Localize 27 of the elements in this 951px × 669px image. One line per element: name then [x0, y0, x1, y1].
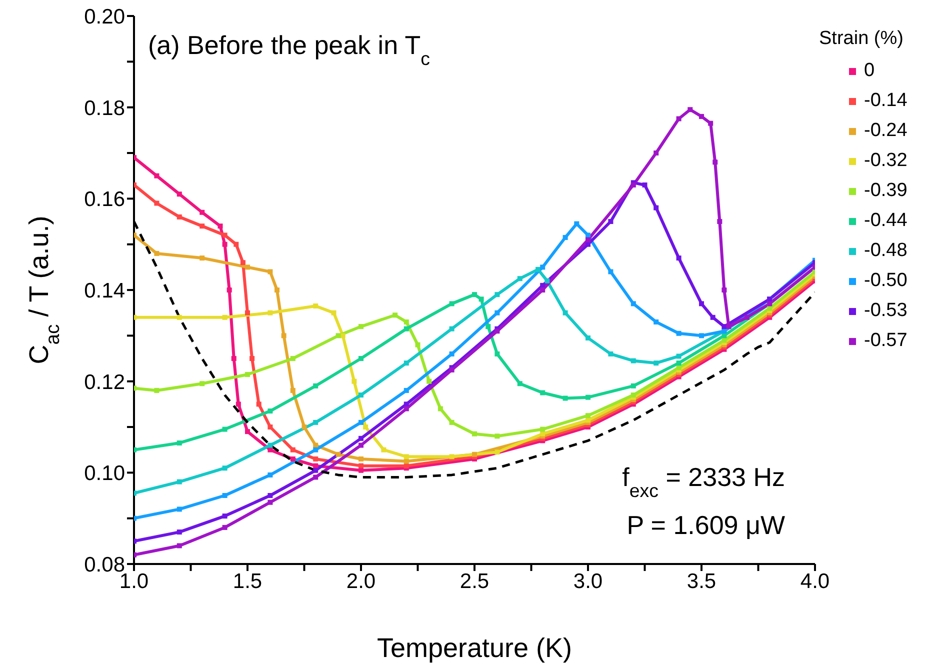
- y-tick-label: 0.12: [84, 370, 125, 394]
- y-tick-label: 0.10: [84, 462, 125, 486]
- y-tick-label: 0.20: [84, 5, 125, 28]
- legend-label: -0.32: [864, 150, 908, 172]
- legend-label: -0.48: [864, 240, 908, 262]
- annotation: (a) Before the peak in T$_{c}$: [148, 30, 430, 68]
- x-tick-label: 4.0: [800, 570, 830, 593]
- legend-label: -0.39: [864, 180, 908, 202]
- annotation: P = 1.609 μW: [626, 510, 786, 540]
- legend-label: -0.53: [864, 300, 908, 322]
- x-tick-label: 1.5: [232, 570, 262, 593]
- x-tick-label: 2.5: [460, 570, 490, 593]
- annotation: f$_{exc}$ = 2333 Hz: [622, 462, 785, 500]
- legend-label: -0.50: [864, 270, 908, 292]
- x-tick-label: 2.0: [346, 570, 376, 593]
- y-tick-label: 0.14: [84, 279, 126, 302]
- x-axis-title: Temperature (K): [376, 633, 572, 663]
- legend-label: 0: [864, 60, 875, 82]
- y-tick-label: 0.16: [84, 188, 125, 212]
- legend-label: -0.57: [864, 330, 908, 352]
- y-tick-label: 0.18: [84, 96, 125, 120]
- legend-label: -0.24: [864, 120, 908, 142]
- x-tick-label: 3.0: [573, 570, 603, 593]
- legend-label: -0.44: [864, 210, 908, 232]
- x-tick-label: 3.5: [686, 570, 716, 593]
- legend-title: Strain (%): [819, 28, 904, 50]
- legend-label: -0.14: [864, 90, 908, 112]
